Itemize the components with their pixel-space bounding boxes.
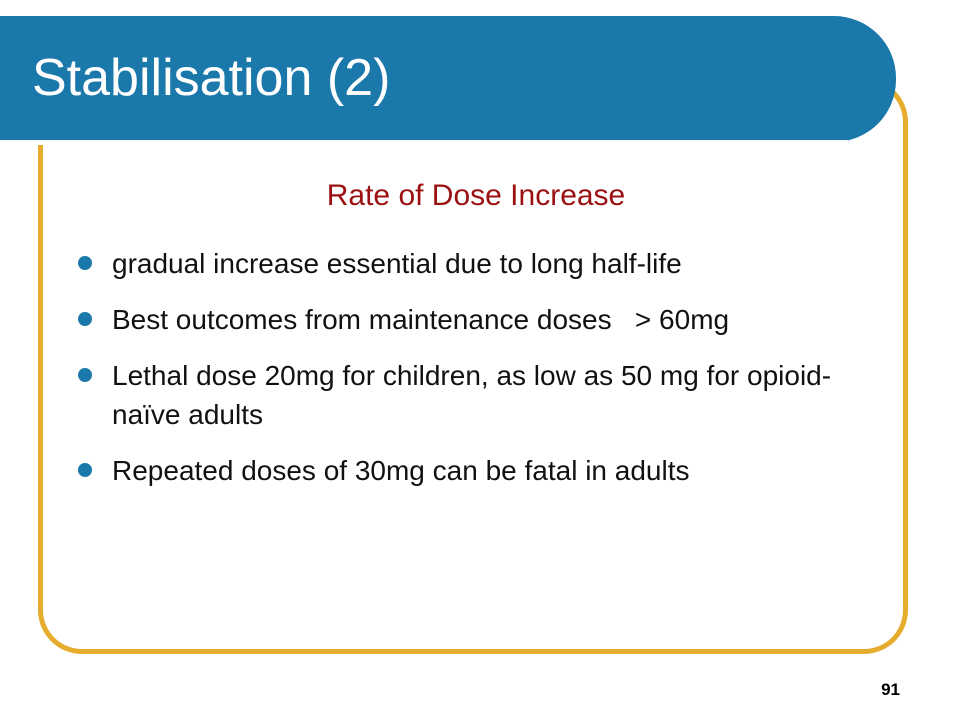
bullet-item: Lethal dose 20mg for children, as low as… (76, 356, 876, 434)
bullet-text: Best outcomes from maintenance doses > 6… (112, 304, 730, 335)
slide-title: Stabilisation (2) (32, 49, 391, 107)
bullet-dot-icon (78, 463, 92, 477)
bullet-list: gradual increase essential due to long h… (76, 244, 876, 507)
bullet-dot-icon (78, 312, 92, 326)
bullet-dot-icon (78, 256, 92, 270)
bullet-dot-icon (78, 368, 92, 382)
bullet-item: Best outcomes from maintenance doses > 6… (76, 300, 876, 339)
bullet-text: gradual increase essential due to long h… (112, 248, 682, 279)
slide-subheading: Rate of Dose Increase (326, 179, 626, 212)
slide-number: 91 (881, 680, 900, 699)
title-underline (0, 140, 848, 145)
bullet-text: Repeated doses of 30mg can be fatal in a… (112, 455, 690, 486)
bullet-item: Repeated doses of 30mg can be fatal in a… (76, 451, 876, 490)
bullet-item: gradual increase essential due to long h… (76, 244, 876, 283)
title-banner: Stabilisation (2) (0, 16, 896, 145)
bullet-text: Lethal dose 20mg for children, as low as… (112, 360, 832, 430)
